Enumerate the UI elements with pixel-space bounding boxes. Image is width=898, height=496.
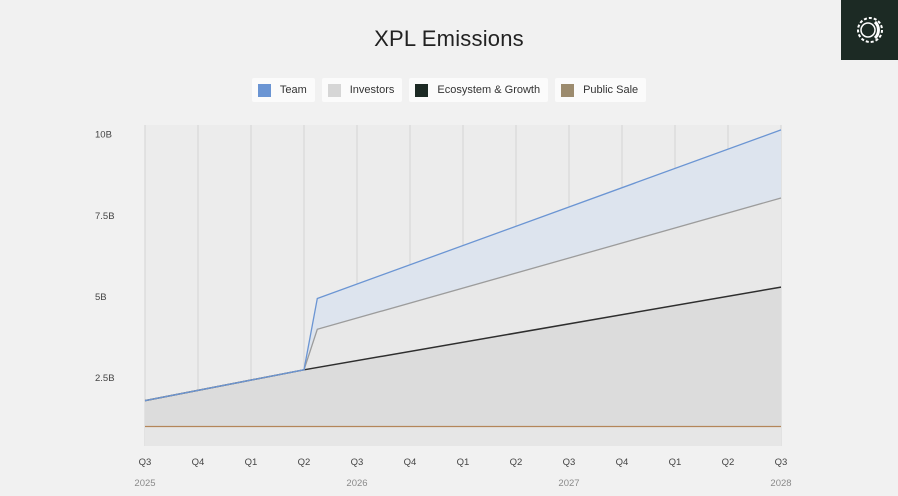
year-label: 2025 (134, 478, 155, 489)
brand-logo (841, 0, 898, 60)
legend-label: Team (279, 84, 307, 96)
legend-label: Investors (349, 84, 395, 96)
legend-swatch (415, 83, 429, 97)
y-tick-label: 5B (95, 292, 107, 303)
legend-item-investors[interactable]: Investors (321, 78, 403, 102)
legend-item-team[interactable]: Team (251, 78, 315, 102)
x-tick-label: Q4 (192, 457, 205, 468)
investors-area (145, 198, 781, 401)
x-tick-label: Q4 (616, 457, 629, 468)
x-tick-label: Q3 (775, 457, 788, 468)
year-label: 2028 (770, 478, 791, 489)
legend-item-ecosystem[interactable]: Ecosystem & Growth (409, 78, 549, 102)
spiral-logo-icon (856, 17, 883, 43)
legend-swatch (561, 83, 575, 97)
x-tick-label: Q2 (298, 457, 311, 468)
ecosystem-area (145, 287, 781, 427)
chart-legend: Team Investors Ecosystem & Growth Public Sa… (0, 78, 898, 102)
legend-swatch (257, 83, 271, 97)
x-tick-label: Q1 (245, 457, 258, 468)
x-tick-label: Q4 (404, 457, 417, 468)
team-line (144, 129, 782, 402)
legend-item-public-sale[interactable]: Public Sale (555, 78, 647, 102)
y-tick-label: 10B (95, 130, 112, 141)
legend-label: Ecosystem & Growth (437, 84, 541, 96)
chart-title: XPL Emissions (374, 26, 524, 51)
x-tick-label: Q3 (351, 457, 364, 468)
y-tick-label: 2.5B (95, 373, 115, 384)
year-label: 2026 (346, 478, 367, 489)
team-area (145, 129, 781, 401)
x-tick-label: Q3 (563, 457, 576, 468)
x-tick-label: Q2 (510, 457, 523, 468)
year-label: 2027 (558, 478, 579, 489)
x-tick-label: Q1 (669, 457, 682, 468)
legend-swatch (327, 83, 341, 97)
y-tick-label: 7.5B (95, 211, 115, 222)
legend-label: Public Sale (583, 84, 639, 96)
x-tick-label: Q2 (722, 457, 735, 468)
x-tick-label: Q3 (139, 457, 152, 468)
x-tick-label: Q1 (457, 457, 470, 468)
public-sale-area (145, 426, 781, 446)
